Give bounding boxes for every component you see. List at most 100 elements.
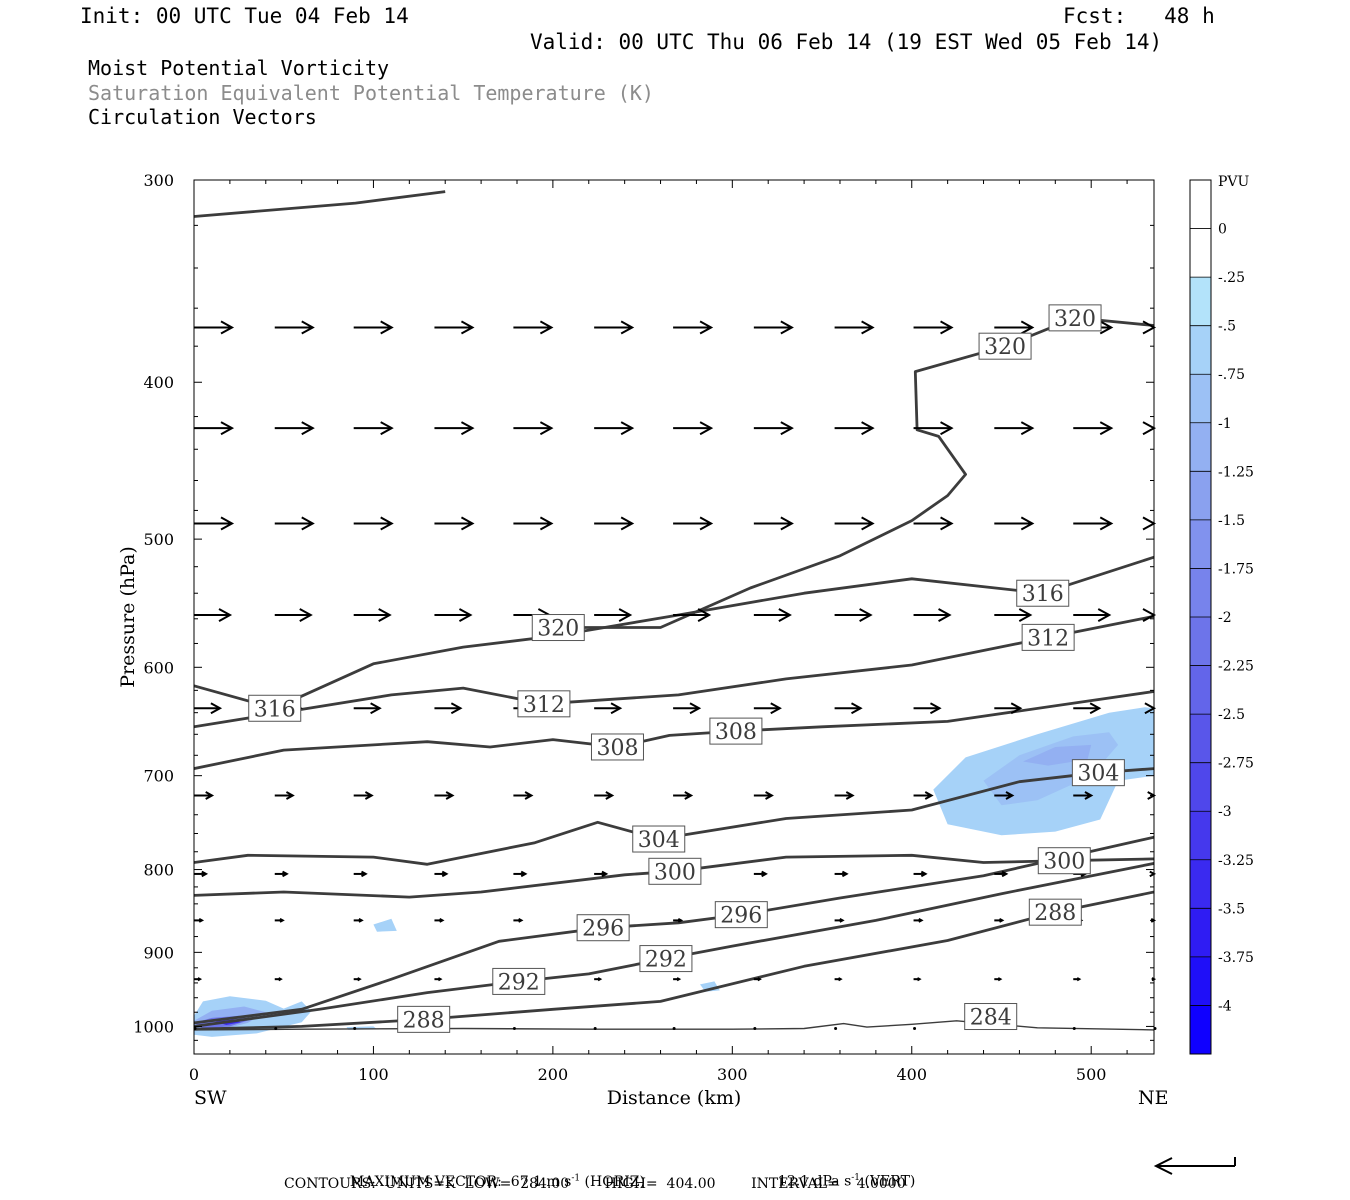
colorbar-swatch bbox=[1190, 956, 1211, 1006]
vector-0-2 bbox=[353, 320, 394, 335]
colorbar-swatch bbox=[1190, 1005, 1211, 1054]
contour-label-text: 300 bbox=[1043, 850, 1085, 875]
vector-4-3 bbox=[434, 702, 463, 715]
colorbar-label: -.25 bbox=[1218, 270, 1245, 286]
vector-3-11 bbox=[1073, 608, 1112, 622]
contour-label-text: 320 bbox=[537, 617, 579, 642]
contour-label-292-1: 292 bbox=[639, 945, 693, 973]
vector-7-9 bbox=[913, 917, 924, 923]
vector-8-0 bbox=[194, 977, 203, 982]
vector-5-10 bbox=[994, 791, 1015, 800]
vector-3-8 bbox=[834, 608, 873, 622]
theta-contour-316 bbox=[194, 555, 1154, 710]
contour-label-320-1: 320 bbox=[978, 332, 1032, 360]
theta-contour-320 bbox=[194, 190, 446, 218]
contour-label-320-2: 320 bbox=[1048, 304, 1102, 332]
vector-1-2 bbox=[353, 421, 394, 436]
y-tick-label: 800 bbox=[143, 861, 174, 880]
vector-1-5 bbox=[594, 421, 635, 436]
vector-4-11 bbox=[1073, 702, 1102, 715]
x-tick-label: 0 bbox=[189, 1065, 199, 1084]
vector-8-10 bbox=[994, 977, 1003, 982]
contour-label-text: 288 bbox=[1034, 901, 1076, 926]
contour-label-text: 308 bbox=[715, 720, 757, 745]
vector-7-3 bbox=[434, 917, 445, 923]
vector-4-2 bbox=[353, 702, 382, 715]
vector-5-4 bbox=[513, 791, 534, 800]
contour-label-316-1: 316 bbox=[1016, 579, 1070, 607]
contour-label-312-0: 312 bbox=[517, 690, 571, 718]
vector-8-8 bbox=[834, 977, 843, 982]
vector-6-5 bbox=[594, 870, 609, 878]
right-endpoint-label: NE bbox=[1138, 1087, 1169, 1109]
vector-8-6 bbox=[673, 977, 682, 982]
vector-5-11 bbox=[1073, 791, 1094, 800]
contour-label-304-1: 304 bbox=[1071, 759, 1125, 787]
colorbar-swatch bbox=[1190, 811, 1211, 860]
theta-contour-312 bbox=[194, 614, 1154, 729]
vector-0-6 bbox=[673, 320, 714, 335]
vector-8-9 bbox=[913, 977, 922, 982]
contour-label-308-0: 308 bbox=[590, 733, 644, 761]
pv-region-8 bbox=[373, 918, 397, 932]
vector-0-0 bbox=[194, 320, 235, 335]
contour-label-300-1: 300 bbox=[1037, 847, 1091, 875]
vector-7-1 bbox=[274, 917, 285, 923]
vector-0-1 bbox=[274, 320, 315, 335]
colorbar-label: -2.75 bbox=[1218, 756, 1254, 772]
colorbar-label: -2 bbox=[1218, 610, 1232, 626]
vector-2-1 bbox=[274, 516, 315, 531]
y-tick-label: 400 bbox=[143, 373, 174, 392]
colorbar-label: -1.25 bbox=[1218, 464, 1254, 480]
vector-0-9 bbox=[913, 320, 954, 335]
vector-0-5 bbox=[594, 320, 635, 335]
vector-9-1 bbox=[274, 1027, 278, 1031]
vector-4-5 bbox=[594, 702, 623, 715]
colorbar-label: 0 bbox=[1218, 222, 1227, 238]
vector-2-12 bbox=[1142, 516, 1157, 531]
contour-label-text: 312 bbox=[523, 693, 565, 718]
vector-2-3 bbox=[434, 516, 475, 531]
vector-1-0 bbox=[194, 421, 235, 436]
plot-frame bbox=[193, 179, 1155, 1055]
contour-label-text: 288 bbox=[403, 1008, 445, 1033]
vector-2-10 bbox=[994, 516, 1035, 531]
colorbar-label: -2.5 bbox=[1218, 707, 1245, 723]
vector-4-0 bbox=[194, 702, 223, 715]
contour-label-text: 300 bbox=[654, 860, 696, 885]
colorbar-swatch bbox=[1190, 859, 1211, 909]
vector-0-4 bbox=[513, 320, 554, 335]
vector-7-10 bbox=[994, 917, 1005, 923]
max-vector-horiz: MAXIMUM VECTOR: 67.1 m s-1 (HORIZ) bbox=[349, 1173, 645, 1190]
reference-vector bbox=[1153, 1157, 1236, 1175]
x-tick-label: 300 bbox=[717, 1065, 748, 1084]
colorbar-label: -4 bbox=[1218, 998, 1232, 1014]
vector-3-10 bbox=[994, 608, 1033, 622]
vector-0-12 bbox=[1142, 320, 1157, 335]
vector-6-1 bbox=[274, 870, 289, 878]
contour-label-text: 320 bbox=[1054, 307, 1096, 332]
vector-1-9 bbox=[913, 421, 954, 436]
vector-5-8 bbox=[834, 791, 855, 800]
contour-label-304-0: 304 bbox=[632, 825, 686, 853]
colorbar-swatch bbox=[1190, 471, 1211, 520]
contour-label-text: 292 bbox=[498, 970, 540, 995]
contour-label-text: 284 bbox=[970, 1006, 1012, 1031]
vector-9-8 bbox=[834, 1027, 838, 1031]
vector-0-7 bbox=[753, 320, 794, 335]
colorbar-swatch bbox=[1190, 568, 1211, 617]
vector-8-3 bbox=[434, 977, 443, 982]
contour-label-312-1: 312 bbox=[1021, 623, 1075, 651]
max-vector-vert: 12.1 dPa s-1 (VERT) bbox=[777, 1173, 916, 1190]
vector-layer bbox=[193, 320, 1157, 1031]
x-tick-label: 200 bbox=[538, 1065, 569, 1084]
vector-0-3 bbox=[434, 320, 475, 335]
vector-7-2 bbox=[353, 917, 364, 923]
vector-4-9 bbox=[913, 702, 942, 715]
contour-info: CONTOURS: UNITS=K LOW= 284.00 HIGH= 404.… bbox=[284, 1176, 906, 1192]
vector-0-10 bbox=[994, 320, 1035, 335]
vector-4-6 bbox=[673, 702, 702, 715]
max-vector-info: MAXIMUM VECTOR: 67.1 m s-1 (HORIZ) bbox=[341, 1157, 645, 1190]
contour-label-316-0: 316 bbox=[248, 694, 302, 722]
